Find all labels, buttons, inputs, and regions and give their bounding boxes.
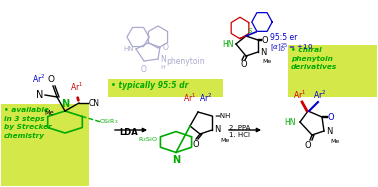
Text: O: O — [163, 42, 169, 51]
Text: HN: HN — [285, 117, 296, 126]
Text: HN: HN — [223, 39, 234, 48]
Text: Me: Me — [262, 59, 271, 64]
Text: $[\alpha]_D^{25}$ = +10: $[\alpha]_D^{25}$ = +10 — [270, 41, 313, 54]
Text: • typically 95:5 dr: • typically 95:5 dr — [111, 81, 188, 90]
Text: phenytoin: phenytoin — [166, 56, 204, 65]
Text: 2. PPA: 2. PPA — [229, 125, 250, 131]
Text: Me: Me — [44, 110, 54, 116]
Text: 1. HCl: 1. HCl — [229, 132, 250, 138]
Text: H: H — [160, 65, 165, 70]
Text: LDA: LDA — [119, 128, 138, 137]
FancyBboxPatch shape — [1, 104, 89, 186]
Text: N: N — [326, 126, 332, 136]
Text: O: O — [141, 65, 147, 74]
Text: HN: HN — [124, 46, 134, 52]
Text: N: N — [61, 99, 69, 109]
Text: Ar$^1$: Ar$^1$ — [293, 89, 307, 101]
FancyBboxPatch shape — [288, 45, 377, 97]
Text: Ar$^2$: Ar$^2$ — [199, 92, 213, 104]
Text: Ar$^1$: Ar$^1$ — [183, 92, 197, 104]
Text: N: N — [160, 54, 166, 64]
Text: CN: CN — [89, 99, 100, 108]
Text: Me: Me — [220, 138, 229, 143]
Text: N: N — [214, 125, 220, 134]
Text: O: O — [305, 141, 311, 150]
Text: Ar$^2$: Ar$^2$ — [33, 73, 46, 85]
Text: 95:5 er: 95:5 er — [270, 33, 297, 42]
Text: Ar$^2$: Ar$^2$ — [313, 89, 327, 101]
Text: • chiral
phenytoin
derivatives: • chiral phenytoin derivatives — [291, 47, 337, 70]
Text: Ar$^1$: Ar$^1$ — [70, 81, 84, 93]
Text: R$_3$SiO: R$_3$SiO — [138, 136, 158, 144]
Text: O: O — [328, 113, 335, 122]
Text: O: O — [193, 140, 199, 149]
Text: N: N — [172, 155, 180, 165]
Text: O: O — [48, 75, 54, 84]
FancyBboxPatch shape — [108, 79, 223, 97]
Text: Me: Me — [330, 139, 339, 144]
Text: =NH: =NH — [214, 113, 230, 119]
Text: O: O — [241, 60, 247, 69]
Text: N: N — [260, 47, 266, 56]
Text: S: S — [248, 28, 253, 34]
Text: N: N — [36, 90, 43, 100]
Text: OSiR$_3$: OSiR$_3$ — [99, 117, 119, 126]
Text: O: O — [261, 36, 268, 45]
Text: • available
in 3 steps
by Strecker
chemistry: • available in 3 steps by Strecker chemi… — [4, 107, 52, 139]
